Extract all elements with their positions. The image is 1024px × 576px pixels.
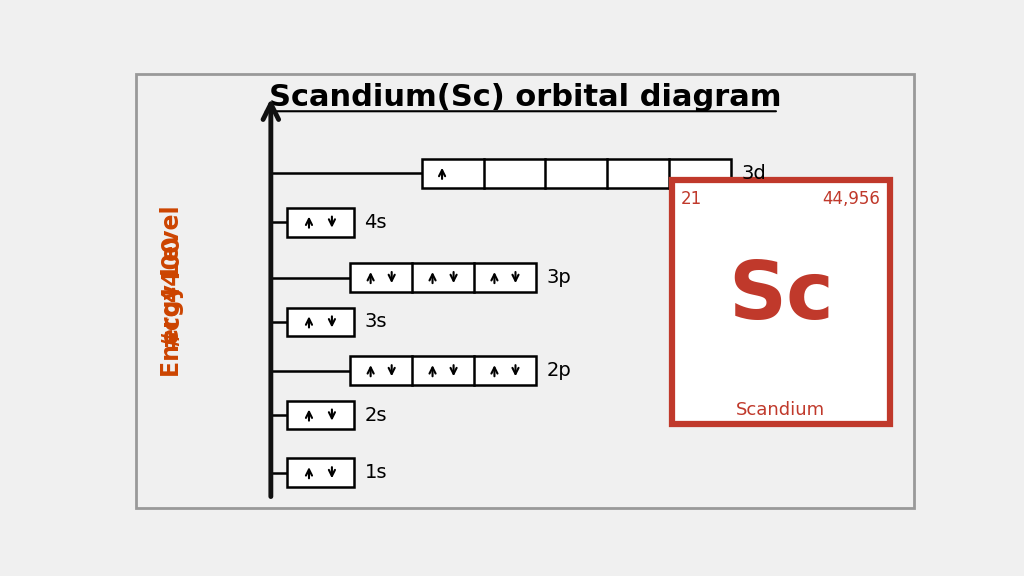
Text: Scandium(Sc) orbital diagram: Scandium(Sc) orbital diagram <box>268 84 781 112</box>
Text: Scandium: Scandium <box>736 401 825 419</box>
Bar <box>672 180 890 424</box>
Bar <box>350 357 536 385</box>
Text: 2p: 2p <box>546 361 571 380</box>
Text: 21: 21 <box>681 190 702 208</box>
Text: 3p: 3p <box>546 268 571 287</box>
Text: 2s: 2s <box>365 406 387 425</box>
Text: #cc4400: #cc4400 <box>160 234 183 348</box>
Text: 1s: 1s <box>365 463 387 482</box>
Text: Energy Level: Energy Level <box>160 205 183 377</box>
Bar <box>350 263 536 292</box>
Bar <box>287 401 354 430</box>
Text: Sc: Sc <box>728 258 834 336</box>
Bar <box>287 458 354 487</box>
Bar <box>287 308 354 336</box>
Text: 44,956: 44,956 <box>822 190 881 208</box>
Text: 3s: 3s <box>365 312 387 331</box>
Bar <box>422 159 731 188</box>
Text: 3d: 3d <box>741 164 766 183</box>
Bar <box>287 208 354 237</box>
Text: 4s: 4s <box>365 213 387 232</box>
